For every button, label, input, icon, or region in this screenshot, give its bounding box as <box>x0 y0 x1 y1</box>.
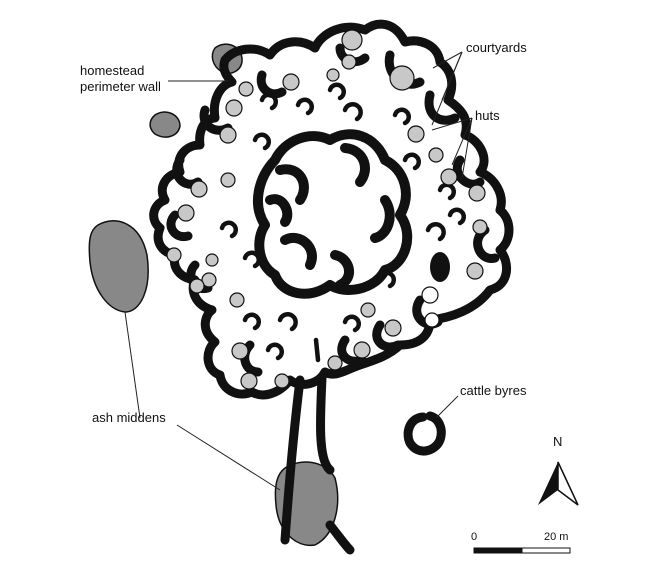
huts <box>219 82 466 363</box>
label-huts: huts <box>475 108 500 123</box>
label-wall-line2: perimeter wall <box>80 79 161 94</box>
north-label: N <box>553 434 562 449</box>
ash-midden-west <box>88 220 149 313</box>
cattle-byre <box>403 411 446 456</box>
north-arrow-icon <box>538 461 579 506</box>
perimeter-wall <box>149 19 514 400</box>
leader-lines <box>124 51 473 491</box>
dark-hut <box>430 252 450 282</box>
inner-enclosure <box>253 129 413 299</box>
scale-bar <box>473 547 571 554</box>
inner-enclosure-cells <box>265 143 395 290</box>
entrance-passage <box>280 373 355 555</box>
courtyards <box>166 29 488 390</box>
ash-midden-small <box>149 111 181 138</box>
label-ash-middens: ash middens <box>92 410 166 425</box>
scale-end-label: 20 m <box>544 531 568 543</box>
label-courtyards: courtyards <box>466 40 527 55</box>
label-wall-line1: homestead <box>80 63 144 78</box>
label-cattle-byres: cattle byres <box>460 383 527 398</box>
scale-start-label: 0 <box>471 531 477 543</box>
